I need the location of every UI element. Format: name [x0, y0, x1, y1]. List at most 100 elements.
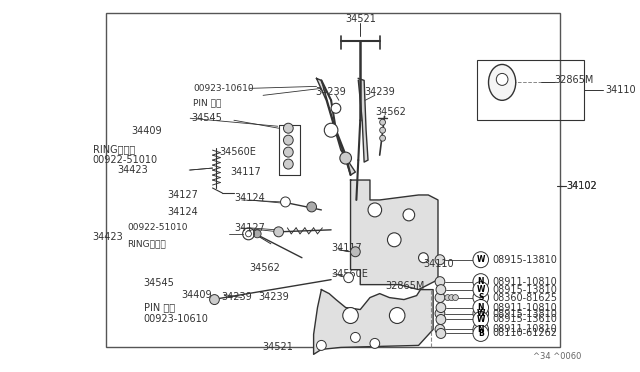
Circle shape	[351, 333, 360, 342]
Text: 00922-51010: 00922-51010	[127, 223, 188, 232]
Text: PIN ビン: PIN ビン	[193, 99, 221, 108]
Text: S: S	[478, 293, 483, 302]
Text: 34124: 34124	[168, 207, 198, 217]
Polygon shape	[317, 78, 355, 175]
Text: 34560E: 34560E	[331, 269, 368, 279]
Circle shape	[449, 295, 454, 301]
Circle shape	[246, 231, 252, 237]
Text: W: W	[477, 309, 485, 318]
Circle shape	[435, 324, 445, 334]
Text: RINGリング: RINGリング	[127, 239, 166, 248]
Text: 34239: 34239	[259, 292, 289, 302]
Circle shape	[419, 253, 428, 263]
Text: 08911-10810: 08911-10810	[492, 302, 557, 312]
Circle shape	[403, 209, 415, 221]
Circle shape	[331, 103, 341, 113]
Circle shape	[370, 339, 380, 349]
Circle shape	[284, 159, 293, 169]
Circle shape	[280, 197, 291, 207]
Circle shape	[452, 295, 458, 301]
Circle shape	[210, 295, 220, 305]
Circle shape	[473, 282, 488, 298]
Circle shape	[436, 302, 446, 312]
Text: 08915-13810: 08915-13810	[492, 285, 557, 295]
Polygon shape	[358, 78, 368, 162]
Text: 00922-51010: 00922-51010	[93, 155, 158, 165]
Circle shape	[284, 135, 293, 145]
Text: 34423: 34423	[93, 232, 124, 242]
Circle shape	[435, 293, 445, 302]
Text: 08911-10810: 08911-10810	[492, 277, 557, 287]
Circle shape	[473, 321, 488, 337]
Text: 34124: 34124	[234, 193, 265, 203]
Text: N: N	[477, 277, 484, 286]
Circle shape	[473, 274, 488, 290]
Text: W: W	[477, 255, 485, 264]
Text: W: W	[477, 315, 485, 324]
Text: 34110: 34110	[605, 85, 636, 95]
Polygon shape	[314, 290, 433, 355]
Text: 34102: 34102	[566, 181, 597, 191]
Circle shape	[436, 285, 446, 295]
Circle shape	[387, 233, 401, 247]
Bar	[106, 13, 561, 347]
Circle shape	[284, 147, 293, 157]
Text: 34239: 34239	[364, 87, 395, 97]
Text: 34102: 34102	[566, 181, 597, 191]
Text: 34562: 34562	[250, 263, 280, 273]
Circle shape	[445, 295, 451, 301]
Circle shape	[368, 203, 381, 217]
Text: 34239: 34239	[221, 292, 252, 302]
Circle shape	[380, 119, 385, 125]
Text: 34409: 34409	[182, 289, 212, 299]
Text: 34409: 34409	[131, 126, 162, 136]
Circle shape	[380, 127, 385, 133]
Text: 34110: 34110	[424, 259, 454, 269]
Text: 08915-13810: 08915-13810	[492, 255, 557, 265]
Circle shape	[473, 311, 488, 327]
Circle shape	[324, 123, 338, 137]
Text: 34560E: 34560E	[220, 147, 257, 157]
Circle shape	[380, 135, 385, 141]
Text: B: B	[478, 329, 484, 338]
Text: N: N	[477, 325, 484, 334]
Text: 34521: 34521	[345, 14, 376, 24]
Circle shape	[307, 202, 317, 212]
Circle shape	[436, 328, 446, 339]
Text: 34562: 34562	[375, 107, 406, 117]
Circle shape	[435, 255, 445, 265]
Circle shape	[344, 273, 353, 283]
Text: N: N	[477, 303, 484, 312]
Text: ^34 ^0060: ^34 ^0060	[534, 352, 582, 361]
Text: 34117: 34117	[231, 167, 262, 177]
Text: 08911-10810: 08911-10810	[492, 324, 557, 334]
Text: 34521: 34521	[262, 342, 292, 352]
Text: RINGリング: RINGリング	[93, 144, 135, 154]
Text: 34127: 34127	[168, 189, 198, 199]
Bar	[477, 61, 584, 120]
Text: 08915-13810: 08915-13810	[492, 308, 557, 318]
Text: PIN ビン: PIN ビン	[144, 302, 175, 312]
Circle shape	[436, 314, 446, 324]
Text: 34127: 34127	[234, 223, 265, 233]
Text: W: W	[477, 285, 485, 294]
Circle shape	[389, 308, 405, 324]
Polygon shape	[351, 180, 438, 290]
Text: 34545: 34545	[144, 278, 175, 288]
Circle shape	[253, 230, 261, 238]
Circle shape	[317, 340, 326, 350]
Circle shape	[473, 305, 488, 321]
Circle shape	[284, 123, 293, 133]
Circle shape	[343, 308, 358, 324]
Text: 00923-10610: 00923-10610	[144, 314, 209, 324]
Circle shape	[473, 299, 488, 315]
Text: 34117: 34117	[331, 243, 362, 253]
Circle shape	[473, 290, 488, 305]
Text: 08110-61262: 08110-61262	[492, 328, 557, 339]
Circle shape	[435, 308, 445, 318]
Text: 34239: 34239	[316, 87, 346, 97]
Circle shape	[340, 152, 351, 164]
Circle shape	[473, 326, 488, 341]
Text: 00923-10610: 00923-10610	[193, 84, 253, 93]
Text: 32865M: 32865M	[555, 76, 594, 86]
